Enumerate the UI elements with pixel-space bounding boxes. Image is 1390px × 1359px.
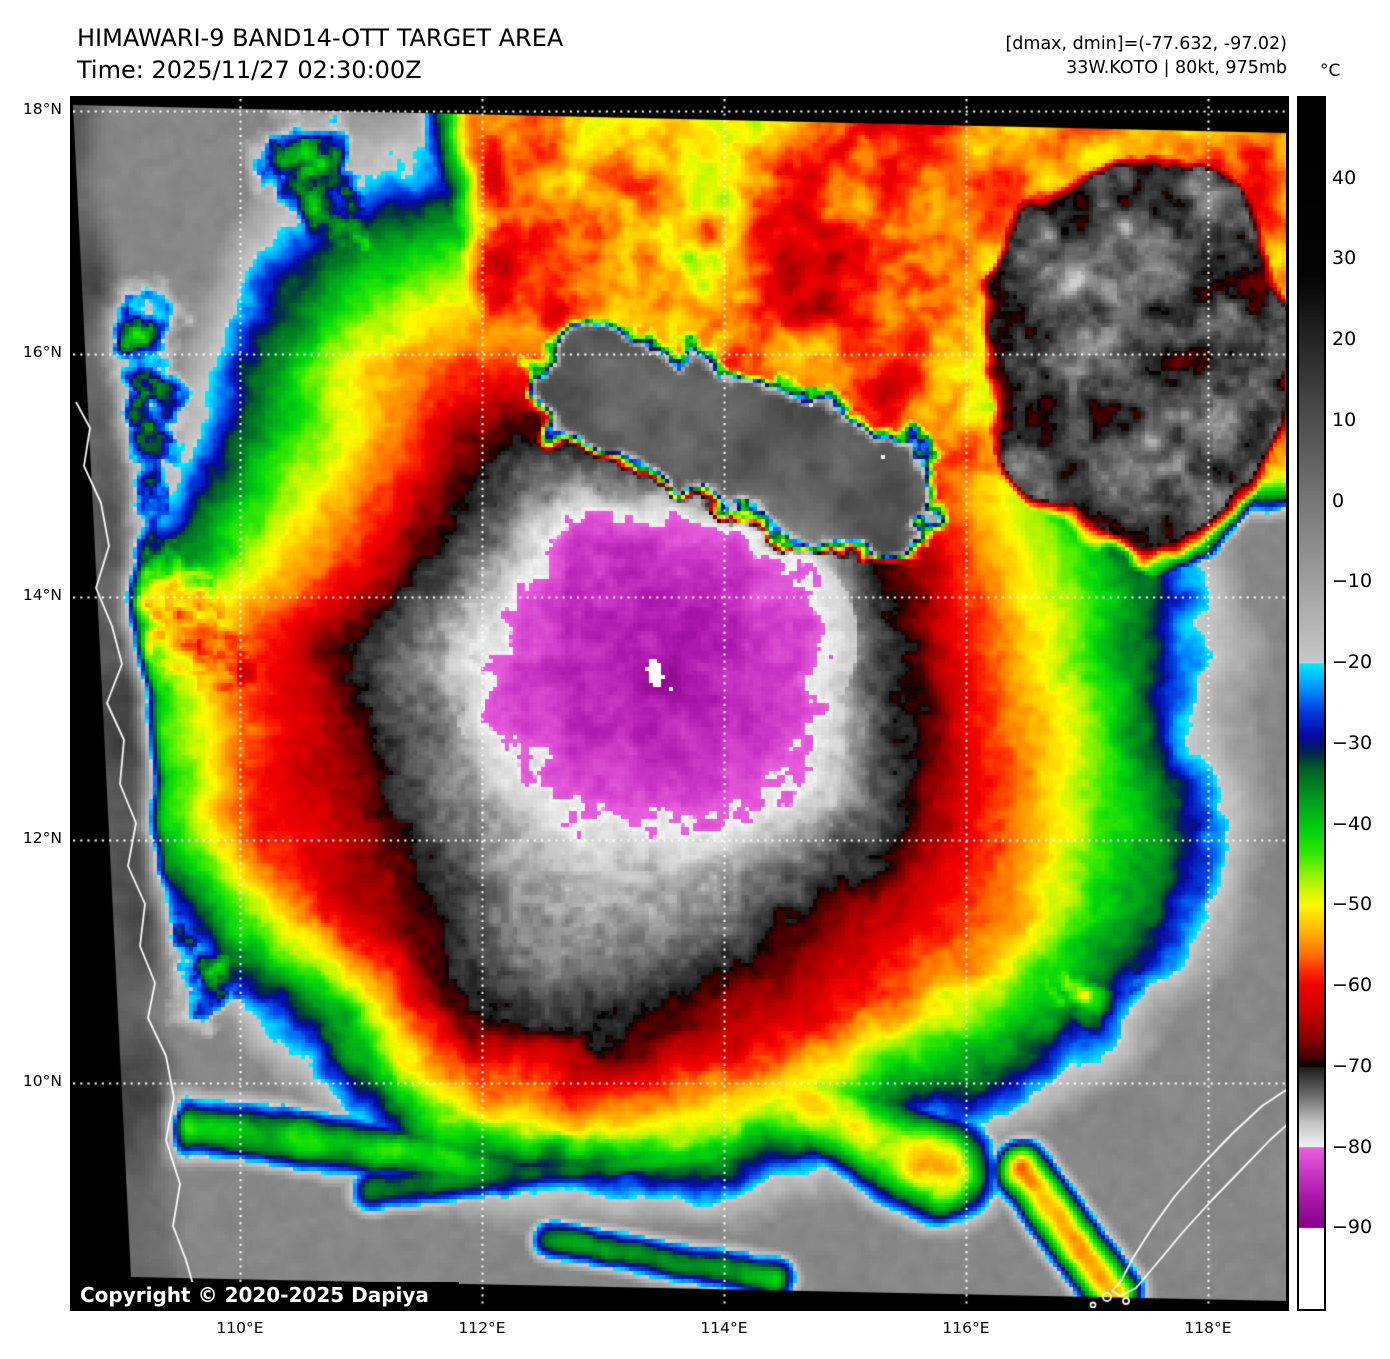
colorbar-tick-label: −30 bbox=[1332, 731, 1373, 754]
storm-info-annotation: 33W.KOTO | 80kt, 975mb bbox=[1066, 58, 1287, 78]
colorbar-tick-label: −80 bbox=[1332, 1135, 1373, 1158]
lat-axis-label: 12°N bbox=[22, 829, 62, 847]
lat-axis-label: 10°N bbox=[22, 1072, 62, 1090]
colorbar-tick-label: −60 bbox=[1332, 974, 1373, 997]
copyright-bar: Copyright © 2020-2025 Dapiya bbox=[73, 1282, 459, 1308]
lat-axis-label: 14°N bbox=[22, 586, 62, 604]
colorbar-tick-label: 10 bbox=[1332, 408, 1357, 431]
colorbar-tick-label: 20 bbox=[1332, 328, 1357, 351]
colorbar-tick-label: −70 bbox=[1332, 1054, 1373, 1077]
page-title: HIMAWARI-9 BAND14-OTT TARGET AREA bbox=[77, 24, 564, 52]
colorbar-tick-label: −90 bbox=[1332, 1216, 1373, 1239]
colorbar-tick-label: −20 bbox=[1332, 651, 1373, 674]
colorbar-tick-label: −40 bbox=[1332, 812, 1373, 835]
colorbar-tick-label: −10 bbox=[1332, 570, 1373, 593]
colorbar-tick-label: 30 bbox=[1332, 247, 1357, 270]
lon-axis-label: 118°E bbox=[1184, 1319, 1232, 1337]
satellite-ir-image-canvas bbox=[73, 99, 1286, 1308]
timestamp-label: Time: 2025/11/27 02:30:00Z bbox=[77, 56, 422, 84]
lon-axis-label: 114°E bbox=[700, 1319, 748, 1337]
colorbar-frame bbox=[1297, 96, 1326, 1311]
satellite-map-frame: Copyright © 2020-2025 Dapiya bbox=[70, 96, 1289, 1311]
lon-axis-label: 116°E bbox=[942, 1319, 990, 1337]
lat-axis-label: 18°N bbox=[22, 100, 62, 118]
lon-axis-label: 112°E bbox=[458, 1319, 506, 1337]
lon-axis-label: 110°E bbox=[216, 1319, 264, 1337]
colorbar-unit-label: °C bbox=[1320, 61, 1341, 81]
colorbar-tick-label: 40 bbox=[1332, 166, 1357, 189]
colorbar-tick-label: −50 bbox=[1332, 893, 1373, 916]
colorbar-tick-label: 0 bbox=[1332, 489, 1345, 512]
lat-axis-label: 16°N bbox=[22, 343, 62, 361]
colorbar-gradient-canvas bbox=[1299, 98, 1324, 1309]
dmax-dmin-annotation: [dmax, dmin]=(-77.632, -97.02) bbox=[1005, 34, 1287, 54]
